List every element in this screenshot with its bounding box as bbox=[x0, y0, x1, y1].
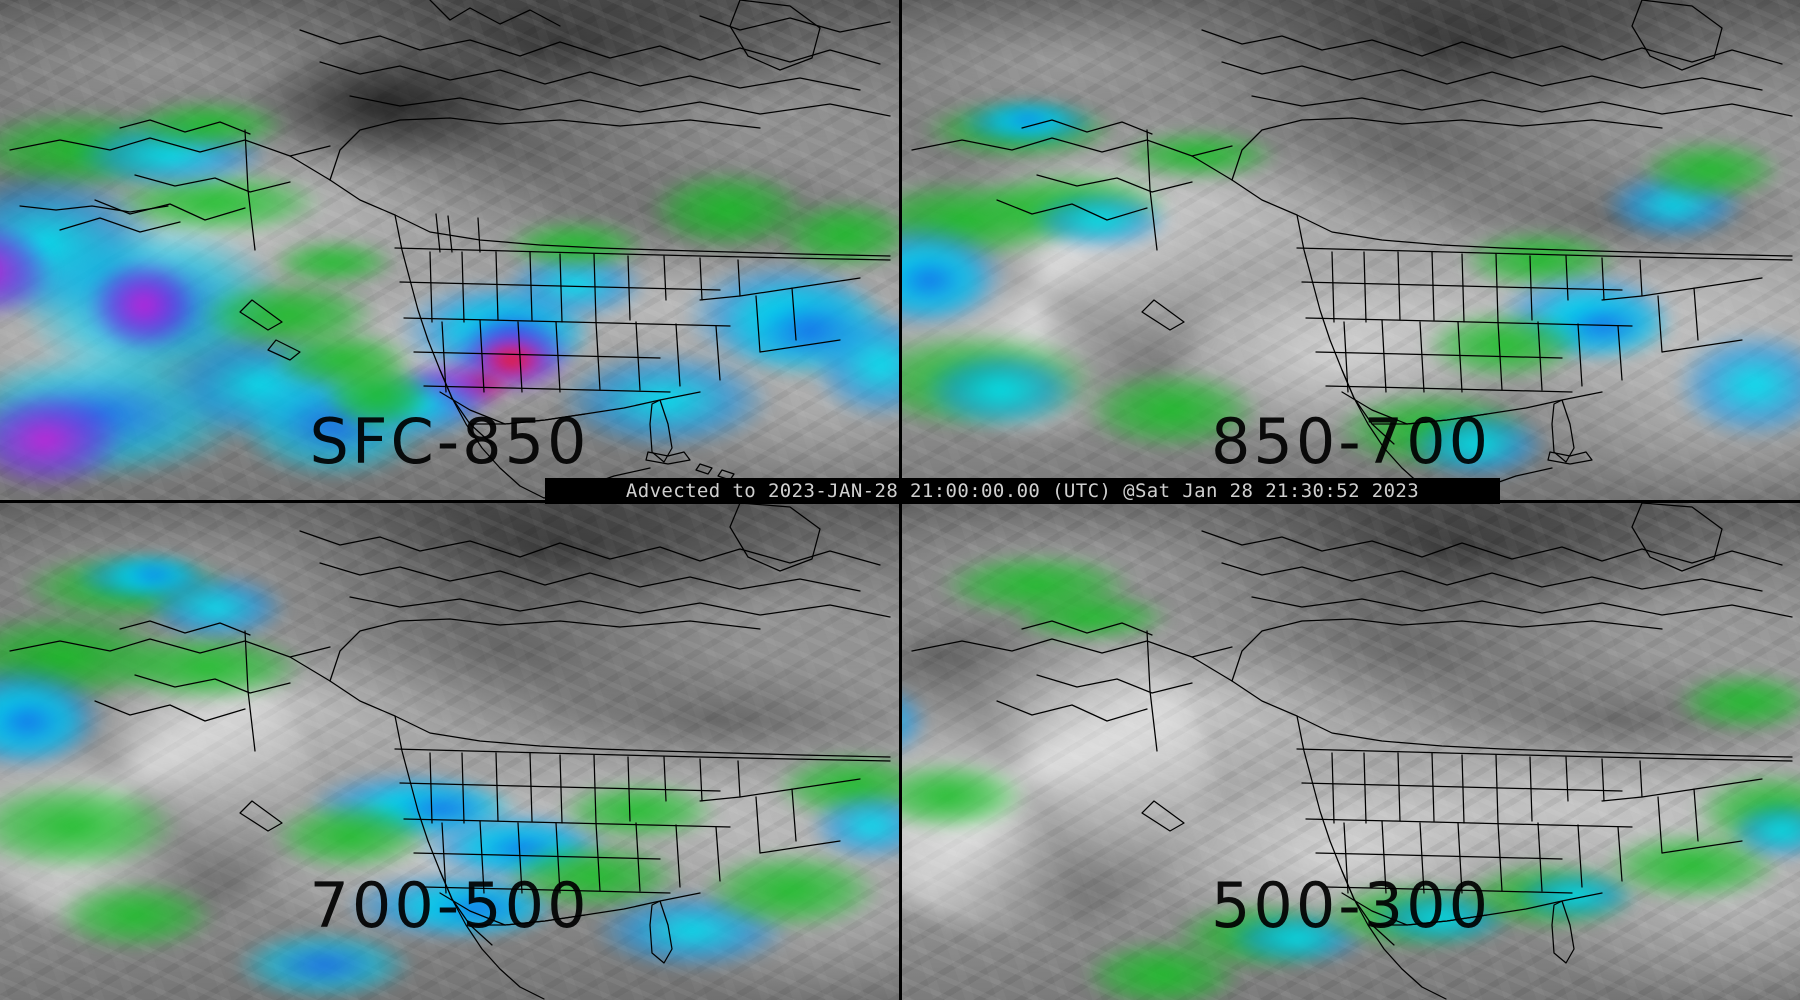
panel-850-700[interactable]: 850-700 bbox=[902, 0, 1800, 500]
florida-outline bbox=[650, 901, 672, 963]
status-bar: Advected to 2023-JAN-28 21:00:00.00 (UTC… bbox=[545, 478, 1500, 504]
florida-outline bbox=[1552, 400, 1574, 462]
aleutian-islands bbox=[20, 206, 168, 212]
florida-outline bbox=[650, 400, 672, 462]
status-bar-text: Advected to 2023-JAN-28 21:00:00.00 (UTC… bbox=[625, 480, 1420, 502]
hawaii-islands bbox=[240, 801, 282, 831]
caribbean-islands bbox=[1548, 452, 1592, 464]
us-state-boundaries bbox=[395, 214, 890, 444]
canada-alaska-coastline bbox=[912, 619, 1792, 757]
us-state-boundaries bbox=[1297, 716, 1792, 945]
arctic-coastlines bbox=[300, 0, 890, 116]
greenland-outline bbox=[1632, 503, 1722, 571]
panel-700-500[interactable]: 700-500 bbox=[0, 503, 899, 1000]
hawaii-islands bbox=[240, 300, 300, 360]
greenland-outline bbox=[1632, 0, 1722, 70]
greenland-outline bbox=[730, 0, 820, 70]
mexico-central-america-coastline bbox=[1342, 871, 1487, 999]
map-overlay-700-500 bbox=[0, 503, 899, 1000]
arctic-coastlines bbox=[1202, 30, 1792, 116]
map-overlay-500-300 bbox=[902, 503, 1800, 1000]
greenland-outline bbox=[730, 503, 820, 571]
panel-500-300[interactable]: 500-300 bbox=[902, 503, 1800, 1000]
hawaii-islands bbox=[1142, 801, 1184, 831]
map-overlay-850-700 bbox=[902, 0, 1800, 500]
arctic-coastlines bbox=[1202, 531, 1792, 617]
canada-alaska-coastline bbox=[10, 118, 890, 256]
arctic-coastlines bbox=[300, 531, 890, 617]
florida-outline bbox=[1552, 901, 1574, 963]
hawaii-islands bbox=[1142, 300, 1184, 330]
canada-alaska-coastline bbox=[10, 619, 890, 757]
us-state-boundaries bbox=[1297, 215, 1792, 444]
map-overlay-sfc-850 bbox=[0, 0, 899, 500]
mexico-central-america-coastline bbox=[440, 871, 585, 999]
caribbean-islands bbox=[646, 452, 734, 480]
panel-sfc-850[interactable]: SFC-850 bbox=[0, 0, 899, 500]
canada-alaska-coastline bbox=[912, 118, 1792, 256]
